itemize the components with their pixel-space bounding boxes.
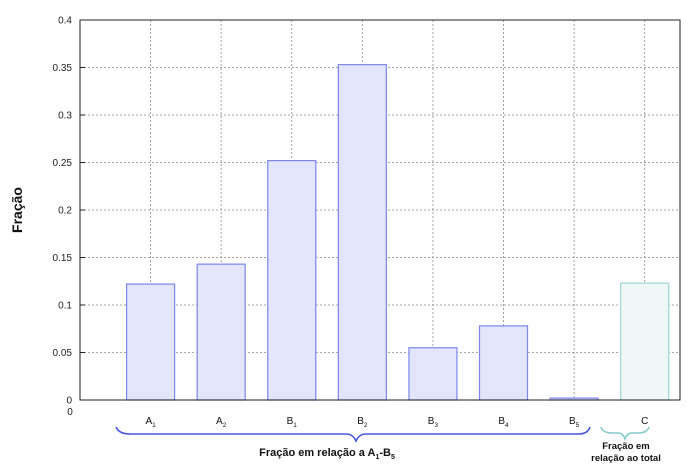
x-tick-labels: A1 A2 B1 B2 B3 B4 B5 C [145, 416, 648, 429]
x-tick-label: B5 [569, 416, 580, 429]
bar-b4 [478, 325, 529, 401]
group-label-a1-b5: Fração em relação a A1-B5 [259, 447, 395, 461]
y-tick-label: 0.4 [58, 16, 72, 27]
x-tick-base: A [216, 416, 223, 427]
x-tick-base: C [641, 416, 648, 427]
x-tick-base: B [357, 416, 364, 427]
group-label-a1-b5-pre: Fração em relação a A [259, 447, 375, 459]
x-tick-subscript: 5 [576, 422, 580, 429]
group-brace-a1-b5 [115, 426, 591, 444]
bar-b1 [267, 160, 317, 401]
y-tick-label: 0.2 [58, 206, 72, 217]
y-tick-label: 0.35 [53, 63, 73, 74]
x-tick-base: A [145, 416, 152, 427]
y-tick-label: 0.15 [53, 253, 73, 264]
group-label-c-line2: relação ao total [591, 453, 661, 464]
y-tick-label: 0.25 [53, 158, 73, 169]
x-tick-subscript: 2 [223, 422, 227, 429]
y-tick-labels: 0 0.05 0.1 0.15 0.2 0.25 0.3 0.35 0.4 [53, 16, 85, 407]
bar-b3 [408, 347, 458, 401]
x-tick-label: B3 [428, 416, 439, 429]
x-tick-base: B [569, 416, 576, 427]
x-tick-label: C [641, 416, 648, 427]
y-tick-label: 0.3 [58, 111, 72, 122]
group-label-c-line1: Fração em [602, 441, 650, 452]
bar-c [620, 282, 670, 401]
bars [125, 64, 670, 401]
y-tick-label: 0.1 [58, 301, 72, 312]
y-tick-label: 0 [66, 396, 72, 407]
bar-a1 [125, 283, 176, 401]
x-tick-label: B1 [287, 416, 298, 429]
group-brace-c [600, 426, 650, 442]
x-tick-label: A1 [145, 416, 156, 429]
x-tick-base: B [498, 416, 505, 427]
bar-a2 [196, 263, 246, 401]
group-label-a1-b5-sub2: 5 [391, 454, 395, 461]
x-tick-subscript: 4 [505, 422, 509, 429]
x-tick-label: B2 [357, 416, 368, 429]
x-tick-base: B [428, 416, 435, 427]
group-label-a1-b5-sub1: 1 [375, 454, 379, 461]
x-tick-label: B4 [498, 416, 509, 429]
x-tick-subscript: 3 [434, 422, 438, 429]
x-tick-label: A2 [216, 416, 227, 429]
bar-b2 [337, 64, 387, 401]
x-tick-base: B [287, 416, 294, 427]
y-tick-label: 0.05 [53, 348, 73, 359]
x-tick-subscript: 1 [293, 422, 297, 429]
x-tick-subscript: 2 [364, 422, 368, 429]
x-origin-label: 0 [67, 407, 73, 418]
x-tick-subscript: 1 [152, 422, 156, 429]
y-axis-label: Fração [9, 187, 25, 233]
group-label-a1-b5-mid: -B [379, 447, 391, 459]
